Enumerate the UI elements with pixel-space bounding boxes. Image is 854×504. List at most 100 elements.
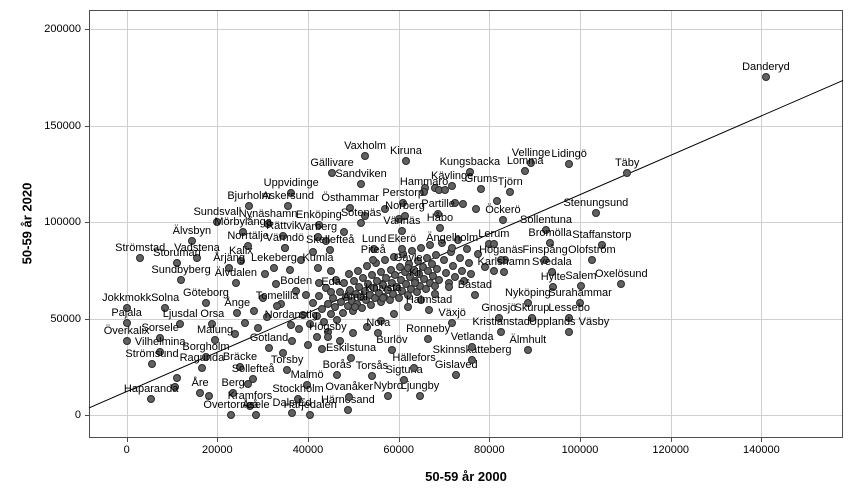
data-point-label: Håbo xyxy=(426,211,454,224)
data-point-label: Nordanstig xyxy=(264,308,318,321)
data-point-dot xyxy=(435,276,444,285)
data-point-label: Berg xyxy=(221,376,245,389)
y-tick-mark xyxy=(85,415,89,417)
data-point-dot xyxy=(284,201,293,210)
data-point-dot xyxy=(294,325,303,334)
data-point-dot xyxy=(542,225,551,234)
data-point-label: Lomma xyxy=(506,154,544,167)
data-point-label: Sollefteå xyxy=(231,362,275,375)
data-point-dot xyxy=(400,375,409,384)
x-tick-mark xyxy=(489,438,491,442)
data-point-label: Härjedalen xyxy=(283,399,337,412)
data-point-dot xyxy=(308,248,317,257)
data-point-dot xyxy=(314,220,323,229)
data-point-dot xyxy=(156,347,165,356)
data-point-dot xyxy=(437,238,446,247)
data-point-label: Vetlanda xyxy=(450,330,494,343)
data-point-dot xyxy=(401,280,410,288)
data-point-label: Ånge xyxy=(224,296,251,309)
data-point-label: Rättvik xyxy=(266,219,300,232)
data-point-dot xyxy=(399,198,408,207)
data-point-dot xyxy=(229,388,238,397)
data-point-dot xyxy=(523,345,532,354)
data-point-dot xyxy=(362,323,371,332)
gridline-x xyxy=(489,10,491,438)
data-point-dot xyxy=(254,324,263,333)
data-point-label: Kungsbacka xyxy=(439,155,501,168)
data-point-dot xyxy=(623,168,632,177)
data-point-dot xyxy=(472,204,481,213)
data-point-dot xyxy=(301,290,310,299)
data-point-label: Bjurholm xyxy=(227,189,271,202)
data-point-dot xyxy=(264,219,273,228)
data-point-dot xyxy=(455,253,464,262)
data-point-dot xyxy=(390,252,399,261)
data-point-dot xyxy=(171,382,180,391)
data-point-dot xyxy=(408,247,417,256)
data-point-dot xyxy=(279,348,288,357)
data-point-label: Sorsele xyxy=(141,321,179,334)
data-point-dot xyxy=(565,327,574,336)
data-point-dot xyxy=(313,232,322,241)
data-point-dot xyxy=(226,411,235,420)
data-point-dot xyxy=(422,253,431,262)
data-point-dot xyxy=(367,301,376,310)
data-point-dot xyxy=(391,271,400,280)
data-point-label: Solna xyxy=(151,291,180,304)
data-point-label: Nyköping xyxy=(504,286,551,299)
data-point-label: Orsa xyxy=(200,307,225,320)
data-point-label: Bräcke xyxy=(222,350,258,363)
data-point-dot xyxy=(523,298,532,307)
data-point-label: Borås xyxy=(322,358,352,371)
y-tick-label: 50000 xyxy=(50,312,81,325)
data-point-label: Torsby xyxy=(270,353,304,366)
data-point-dot xyxy=(418,262,427,271)
data-point-dot xyxy=(244,241,253,250)
data-point-label: Årjäng xyxy=(213,251,245,264)
data-point-dot xyxy=(122,303,131,312)
data-point-label: Sandviken xyxy=(335,167,387,180)
x-tick-label: 0 xyxy=(123,444,130,456)
x-tick-label: 40000 xyxy=(292,444,324,456)
data-point-label: Värmdö xyxy=(265,231,305,244)
data-point-dot xyxy=(297,255,306,264)
data-point-label: Växjö xyxy=(438,306,466,319)
data-point-dot xyxy=(308,299,317,308)
data-point-dot xyxy=(464,258,473,267)
data-point-label: Ovanåker xyxy=(325,380,374,393)
data-point-dot xyxy=(148,359,157,368)
data-point-dot xyxy=(480,262,489,271)
data-point-dot xyxy=(387,345,396,354)
data-point-label: Ljungby xyxy=(400,379,440,392)
gridline-x xyxy=(670,10,672,438)
data-point-label: Åmål xyxy=(342,290,368,303)
data-point-dot xyxy=(474,250,482,259)
data-point-label: Täby xyxy=(614,156,640,169)
data-point-dot xyxy=(359,274,368,283)
data-point-label: Vaxholm xyxy=(344,139,387,152)
data-point-label: Gävle xyxy=(393,251,423,264)
data-point-dot xyxy=(353,266,362,275)
data-point-label: Lidingö xyxy=(551,147,587,160)
data-point-dot xyxy=(201,352,210,361)
x-tick-label: 100000 xyxy=(561,444,599,456)
data-point-label: Mörbylånga xyxy=(214,215,272,228)
data-point-label: Kiruna xyxy=(390,144,422,157)
data-point-dot xyxy=(264,343,273,352)
data-point-dot xyxy=(328,168,337,177)
data-point-dot xyxy=(231,330,240,339)
data-point-dot xyxy=(335,287,344,296)
data-point-label: Olofström xyxy=(567,243,616,256)
x-tick-mark xyxy=(761,438,763,442)
data-point-dot xyxy=(263,312,272,321)
data-point-dot xyxy=(317,305,326,314)
data-point-dot xyxy=(360,211,369,220)
data-point-label: Sundsvall xyxy=(193,205,242,218)
data-point-dot xyxy=(489,267,498,276)
data-point-dot xyxy=(313,333,322,342)
data-point-label: Jokkmokk xyxy=(102,291,152,304)
data-point-dot xyxy=(449,261,458,270)
data-point-dot xyxy=(280,243,289,252)
data-point-dot xyxy=(340,279,349,288)
data-point-dot xyxy=(249,307,258,316)
